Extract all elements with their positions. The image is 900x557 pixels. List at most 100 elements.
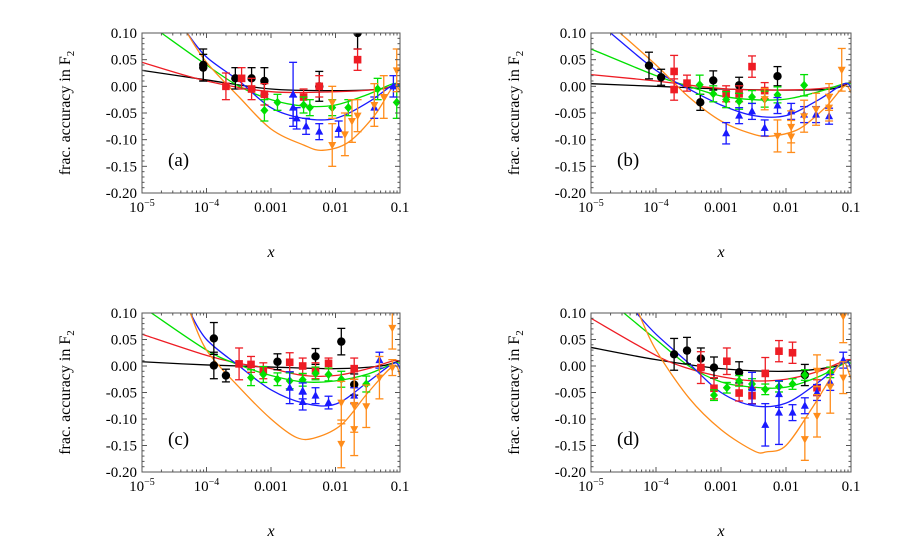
- marker-diamond: [298, 375, 307, 385]
- marker-triangle-up: [334, 124, 343, 132]
- red-data-point: [350, 357, 359, 380]
- marker-diamond: [722, 95, 731, 105]
- marker-triangle-up: [773, 101, 782, 109]
- y-tick-label: -0.20: [106, 465, 137, 481]
- blue-data-point: [761, 402, 770, 447]
- panel-label: (a): [168, 150, 189, 171]
- marker-circle: [682, 346, 692, 355]
- green-data-point: [247, 369, 256, 387]
- black-fit-curve: [142, 69, 400, 92]
- marker-triangle-up: [302, 121, 311, 130]
- black-fit-curve: [142, 360, 400, 370]
- marker-square: [247, 360, 255, 369]
- red-data-point: [788, 341, 797, 365]
- orange-data-point: [837, 47, 846, 92]
- y-tick-label: -0.05: [555, 106, 586, 122]
- orange-data-point: [328, 85, 337, 119]
- y-axis-label: frac. accuracy in F2: [506, 51, 526, 176]
- marker-square: [235, 360, 243, 368]
- x-tick-label: 0.001: [704, 479, 738, 495]
- x-tick-label: 10−4: [643, 477, 669, 495]
- marker-square: [710, 384, 718, 393]
- marker-circle: [709, 363, 719, 372]
- x-tick-label: 0.001: [254, 479, 288, 495]
- green-data-point: [324, 367, 333, 382]
- marker-square: [670, 85, 678, 94]
- orange-data-point: [379, 75, 388, 119]
- red-data-point: [353, 48, 362, 71]
- plot-area: [142, 33, 400, 167]
- orange-data-point: [328, 123, 337, 167]
- red-data-point: [315, 75, 324, 98]
- red-fit-curve: [142, 333, 400, 378]
- marker-diamond: [709, 89, 718, 99]
- green-data-point: [800, 73, 809, 97]
- marker-square: [775, 347, 783, 355]
- x-tick-exponent: −4: [209, 198, 220, 209]
- x-tick-label: 10−4: [643, 198, 669, 216]
- orange-data-point: [787, 110, 796, 144]
- marker-triangle-up: [748, 106, 757, 115]
- y-axis-label-subscript: 2: [65, 330, 77, 336]
- marker-diamond: [299, 100, 308, 110]
- marker-square: [260, 90, 269, 99]
- black-data-point: [199, 53, 208, 82]
- marker-diamond: [305, 103, 314, 113]
- marker-triangle-up: [735, 111, 744, 119]
- marker-diamond: [247, 373, 256, 383]
- black-fit-curve: [591, 346, 851, 372]
- marker-square: [683, 79, 691, 87]
- red-data-point: [748, 55, 757, 78]
- orange-data-point: [813, 354, 822, 388]
- green-fit-curve: [161, 33, 400, 108]
- marker-square: [237, 74, 246, 83]
- orange-data-point: [760, 87, 769, 111]
- marker-circle: [209, 334, 219, 343]
- y-axis-label-subscript: 2: [514, 330, 526, 336]
- marker-diamond: [735, 376, 744, 386]
- orange-data-point: [813, 393, 822, 438]
- green-data-point: [722, 91, 731, 109]
- red-fit-curve: [591, 73, 851, 91]
- black-data-point: [311, 347, 320, 366]
- x-tick-label: 0.1: [842, 200, 861, 216]
- marker-triangle-down: [813, 412, 822, 421]
- red-data-point: [237, 67, 246, 90]
- x-tick-exponent: −5: [593, 477, 604, 488]
- marker-triangle-down: [328, 99, 337, 107]
- panel-label: (c): [168, 429, 189, 450]
- green-fit-curve: [591, 48, 851, 101]
- marker-diamond: [273, 97, 282, 107]
- x-tick-label: 10−5: [129, 198, 155, 216]
- red-data-point: [774, 339, 783, 363]
- marker-diamond: [259, 369, 268, 379]
- blue-data-point: [334, 120, 343, 138]
- y-tick-label: -0.10: [106, 133, 137, 149]
- x-tick-label: 10−5: [578, 477, 604, 495]
- marker-diamond: [392, 97, 400, 107]
- y-axis-label-subscript: 2: [514, 51, 526, 57]
- green-data-point: [788, 378, 797, 390]
- blue-data-point: [302, 117, 311, 135]
- marker-diamond: [695, 80, 704, 90]
- green-data-point: [311, 366, 320, 381]
- marker-triangle-down: [800, 113, 809, 121]
- y-tick-label: -0.20: [555, 465, 586, 481]
- marker-triangle-down: [813, 367, 822, 376]
- black-data-point: [273, 353, 282, 371]
- x-axis-label: x: [266, 244, 274, 261]
- marker-square: [222, 82, 230, 91]
- y-axis-label: frac. accuracy in F2: [506, 330, 526, 455]
- green-data-point: [761, 383, 770, 396]
- marker-diamond: [260, 105, 269, 115]
- marker-triangle-down: [826, 383, 835, 392]
- red-data-point: [683, 74, 692, 92]
- x-axis-label: x: [716, 244, 724, 261]
- blue-data-point: [315, 123, 324, 141]
- marker-triangle-up: [324, 398, 333, 406]
- black-data-point: [209, 321, 219, 355]
- y-tick-label: 0.05: [560, 333, 586, 349]
